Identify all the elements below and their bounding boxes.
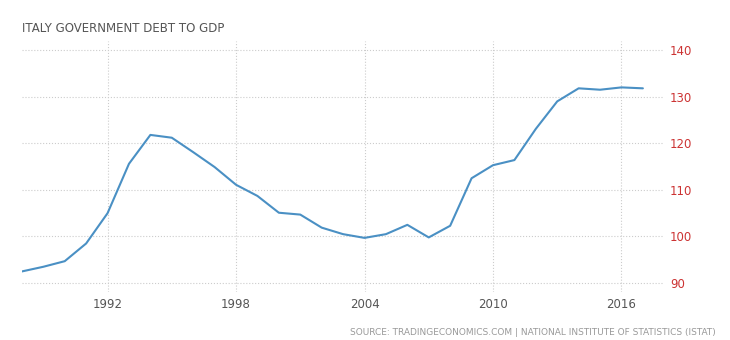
Text: SOURCE: TRADINGECONOMICS.COM | NATIONAL INSTITUTE OF STATISTICS (ISTAT): SOURCE: TRADINGECONOMICS.COM | NATIONAL … [350, 328, 715, 337]
Text: ITALY GOVERNMENT DEBT TO GDP: ITALY GOVERNMENT DEBT TO GDP [22, 22, 224, 35]
